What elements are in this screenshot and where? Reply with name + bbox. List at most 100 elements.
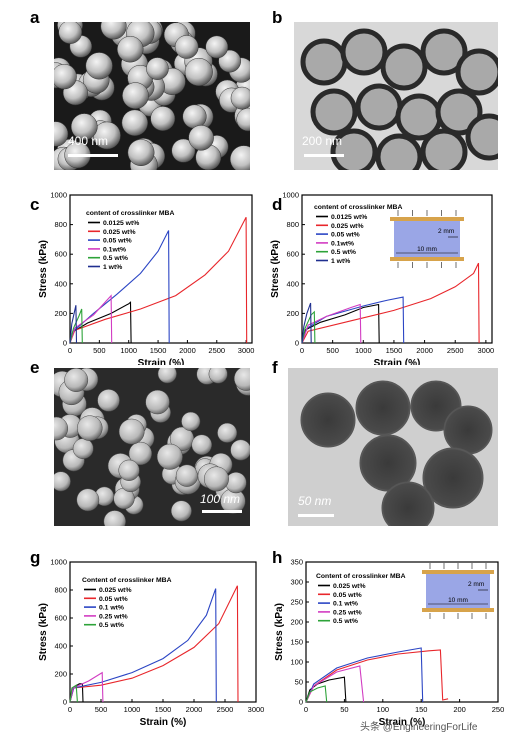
particle [181, 411, 201, 431]
legend-entry: 0.0125 wt% [331, 214, 367, 221]
hollow-sphere [435, 88, 483, 136]
x-axis-label: Strain (%) [379, 717, 426, 728]
series-line [305, 685, 328, 703]
scale-bar-b [304, 154, 344, 157]
hollow-sphere [340, 28, 388, 76]
x-tick-label: 0 [68, 346, 72, 355]
series-line [301, 302, 312, 344]
particle [121, 109, 148, 136]
x-tick-label: 2500 [447, 346, 464, 355]
y-tick-label: 400 [286, 279, 299, 288]
y-tick-label: 400 [54, 642, 67, 651]
x-axis-label: Strain (%) [374, 358, 421, 365]
legend-entry: 0.1wt% [331, 240, 354, 247]
particle [77, 415, 103, 441]
tem-image-b: 200 nm [294, 22, 498, 170]
y-axis-label: Stress (kPa) [270, 240, 281, 298]
tem-image-b-shells [300, 28, 498, 170]
y-axis-label: Stress (kPa) [274, 603, 285, 661]
series-line [69, 684, 78, 703]
particle [127, 139, 155, 167]
particle [54, 63, 77, 90]
legend-entry: 0.025 wt% [103, 229, 136, 236]
y-axis-label: Stress (kPa) [38, 240, 49, 298]
x-tick-label: 500 [95, 705, 108, 714]
series-line [301, 303, 380, 344]
panel-label-d: d [272, 195, 283, 214]
specimen [394, 221, 460, 257]
series-line [69, 216, 248, 344]
particle [443, 405, 493, 455]
inset-length-label: 10 mm [448, 597, 468, 604]
particle [118, 418, 145, 445]
particle [230, 439, 250, 461]
watermark: 头条 @EngineeringForLife [360, 722, 478, 733]
y-tick-label: 200 [54, 670, 67, 679]
legend-entry: 1 wt% [331, 258, 350, 265]
x-tick-label: 2000 [186, 705, 203, 714]
inset-gap-label: 2 mm [468, 581, 484, 588]
legend-entry: 0.5 wt% [333, 618, 358, 625]
particle [229, 145, 250, 170]
legend-entry: 0.5 wt% [331, 249, 356, 256]
y-tick-label: 600 [54, 614, 67, 623]
clamp-bottom [390, 257, 464, 261]
particle [188, 125, 214, 151]
inset-length-label: 10 mm [417, 246, 437, 253]
particle [54, 471, 71, 492]
scale-label-e: 100 nm [200, 492, 241, 506]
legend-entry: 0.0125 wt% [103, 220, 139, 227]
hollow-sphere [380, 43, 428, 91]
particle [191, 434, 213, 456]
y-tick-label: 200 [286, 309, 299, 318]
hollow-sphere [420, 28, 468, 76]
particle [217, 422, 238, 443]
particle [233, 368, 250, 391]
particle [225, 472, 247, 494]
particle [118, 459, 140, 481]
legend-entry: 1 wt% [103, 264, 122, 271]
particle [236, 107, 250, 132]
chart-d: 0 500 1000 1500 2000 2500 3000 0 200 400 600 800 100… [270, 191, 494, 366]
panel-label-f: f [272, 358, 278, 377]
particle [174, 35, 199, 59]
particle [64, 368, 89, 392]
hollow-sphere [310, 88, 358, 136]
particle [157, 368, 177, 384]
clamp-top [390, 217, 464, 221]
legend-entry: 0.1wt% [103, 246, 126, 253]
chart-h: 0 50 100 150 200 250 0 50 100 150 200 250 300 350 Stra… [274, 558, 504, 729]
chart-g: 0 500 1000 1500 2000 2500 3000 0 200 400 600 800 100… [38, 558, 264, 729]
series-line [301, 262, 480, 344]
x-tick-label: 1000 [124, 705, 141, 714]
panel-label-b: b [272, 8, 283, 27]
x-tick-label: 3000 [248, 705, 264, 714]
particle [128, 441, 153, 466]
x-tick-label: 2000 [416, 346, 433, 355]
legend-entry: 0.05 wt% [333, 592, 362, 599]
y-tick-label: 100 [290, 658, 303, 667]
legend-entry: 0.1 wt% [333, 601, 358, 608]
particle [422, 447, 484, 509]
y-tick-label: 400 [54, 279, 67, 288]
y-tick-label: 200 [290, 618, 303, 627]
x-tick-label: 2500 [208, 346, 225, 355]
hollow-sphere [355, 83, 403, 131]
series-line [69, 301, 132, 344]
y-tick-label: 1000 [282, 191, 299, 200]
particle [355, 380, 411, 436]
particle [381, 481, 435, 526]
x-tick-label: 1000 [355, 346, 372, 355]
series-line [69, 671, 104, 703]
series-line [305, 647, 424, 703]
series-line [69, 308, 83, 344]
panel-label-a: a [30, 8, 40, 27]
x-tick-label: 2000 [179, 346, 196, 355]
particle [122, 82, 149, 110]
x-tick-label: 100 [377, 705, 390, 714]
particle [170, 500, 192, 522]
particle [156, 443, 183, 470]
y-tick-label: 300 [290, 578, 303, 587]
legend-title: Content of crosslinker MBA [82, 577, 172, 584]
particle [145, 389, 170, 415]
